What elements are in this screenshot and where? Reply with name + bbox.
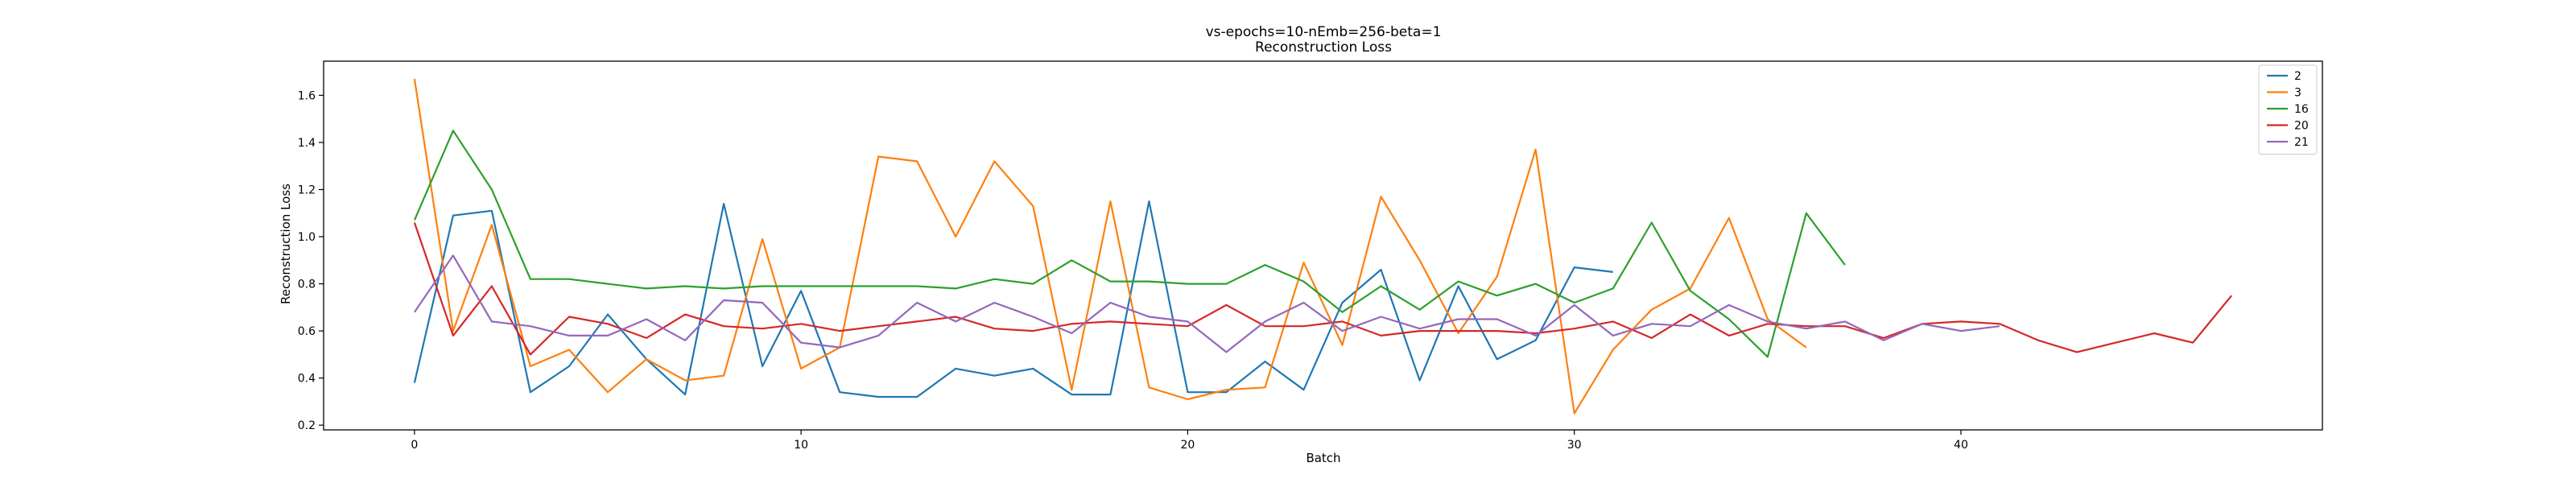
y-axis-label: Reconstruction Loss — [279, 184, 293, 304]
legend-label-20: 20 — [2294, 120, 2309, 133]
chart-title: vs-epochs=10-nEmb=256-beta=1 — [1206, 24, 1442, 40]
y-tick-label: 1.0 — [298, 231, 316, 244]
legend-box — [2258, 64, 2318, 155]
y-tick-label: 1.2 — [298, 184, 316, 196]
x-tick-label: 30 — [1567, 439, 1582, 452]
legend-label-21: 21 — [2294, 136, 2309, 149]
x-tick-label: 0 — [411, 439, 418, 452]
legend-label-2: 2 — [2294, 70, 2301, 83]
x-tick-label: 20 — [1180, 439, 1195, 452]
legend-label-3: 3 — [2294, 87, 2301, 100]
y-tick-label: 0.8 — [298, 279, 316, 291]
x-axis-label: Batch — [1306, 451, 1340, 465]
x-tick-label: 40 — [1954, 439, 1968, 452]
series-line-2 — [413, 200, 1613, 398]
series-line-20 — [413, 222, 2232, 356]
x-tick-label: 10 — [794, 439, 808, 452]
y-tick-label: 1.4 — [298, 137, 316, 150]
plot-area: 0 10 20 30 40 0.2 0.4 0.6 0.8 1.0 1.2 1.4 1.6 2 3 16 20 2… — [298, 60, 2323, 452]
series-line-16 — [413, 130, 1846, 358]
plot-frame — [323, 60, 2323, 431]
y-tick-label: 0.6 — [298, 325, 316, 338]
series-line-3 — [413, 78, 1807, 415]
y-tick-label: 1.6 — [298, 89, 316, 102]
y-tick-label: 0.2 — [298, 419, 316, 432]
legend-label-16: 16 — [2294, 103, 2309, 116]
chart-subtitle: Reconstruction Loss — [1255, 39, 1392, 56]
y-tick-label: 0.4 — [298, 373, 316, 386]
series-line-21 — [413, 254, 2000, 353]
